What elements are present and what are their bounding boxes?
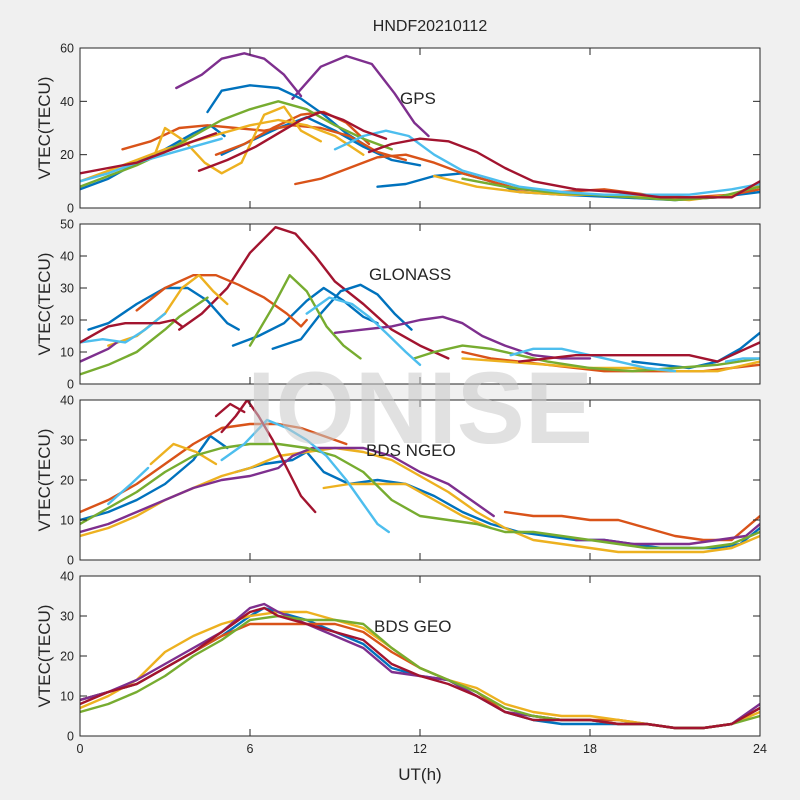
panel-1: 0 20 40 60 VTEC(TECU) GPS <box>35 42 761 216</box>
y-tick-label: 30 <box>60 610 74 624</box>
series-line-6 <box>135 274 308 328</box>
panel-annotation: BDS GEO <box>374 617 451 636</box>
y-tick-label: 40 <box>60 95 74 109</box>
series-line-3 <box>231 286 379 347</box>
y-tick-label: 20 <box>60 650 74 664</box>
series-line-9 <box>574 522 760 546</box>
series-line-19 <box>367 137 760 199</box>
x-tick-label: 12 <box>413 742 427 756</box>
panel-annotation: GPS <box>400 89 436 108</box>
y-tick-label: 60 <box>60 42 74 56</box>
x-tick-label: 6 <box>247 742 254 756</box>
plot-area <box>80 576 760 736</box>
panel-annotation: BDS NGEO <box>366 441 456 460</box>
series-line-6 <box>80 606 760 730</box>
y-axis-label: VTEC(TECU) <box>35 429 54 532</box>
series-line-12 <box>80 296 209 376</box>
watermark: IONISE <box>247 351 593 465</box>
panel-2: 0 10 20 30 40 50 VTEC(TECU) GLONASS <box>35 218 761 392</box>
y-tick-label: 0 <box>67 730 74 744</box>
y-tick-label: 40 <box>60 250 74 264</box>
series-line-16 <box>305 296 422 366</box>
y-tick-label: 30 <box>60 282 74 296</box>
plot-area <box>80 400 760 560</box>
y-tick-label: 40 <box>60 394 74 408</box>
y-tick-label: 20 <box>60 314 74 328</box>
series-line-12 <box>220 418 390 534</box>
x-tick-label: 0 <box>77 742 84 756</box>
series-line-1 <box>80 434 229 522</box>
y-tick-label: 40 <box>60 570 74 584</box>
y-tick-label: 50 <box>60 218 74 232</box>
series-line-3 <box>206 84 373 151</box>
series-line-20 <box>518 341 760 363</box>
series-line-13 <box>220 400 317 514</box>
y-tick-label: 10 <box>60 690 74 704</box>
series-group <box>80 225 760 376</box>
panel-3: 0 10 20 30 40 VTEC(TECU) BDS NGEO <box>35 394 761 568</box>
x-tick-label: 24 <box>753 742 767 756</box>
series-line-15 <box>333 129 760 196</box>
series-line-11 <box>152 105 322 175</box>
series-line-11 <box>333 315 592 360</box>
series-line-17 <box>80 132 218 175</box>
series-line-18 <box>724 357 760 363</box>
x-axis-label: UT(h) <box>398 765 441 784</box>
series-line-11 <box>107 466 150 506</box>
y-tick-label: 0 <box>67 554 74 568</box>
y-tick-label: 0 <box>67 378 74 392</box>
panel-4: 0 10 20 30 40 0 6 12 18 24 VTEC(TECU) BDS GEO <box>35 570 767 757</box>
y-tick-label: 10 <box>60 346 74 360</box>
series-line-19 <box>80 318 184 344</box>
x-tick-label: 18 <box>583 742 597 756</box>
series-line-1 <box>175 52 303 98</box>
series-line-9 <box>461 357 760 373</box>
y-axis-label: VTEC(TECU) <box>35 253 54 356</box>
y-axis-label: VTEC(TECU) <box>35 605 54 708</box>
series-group <box>80 52 760 202</box>
panel-annotation: GLONASS <box>369 265 451 284</box>
y-tick-label: 20 <box>60 474 74 488</box>
series-line-13 <box>248 274 362 360</box>
series-line-14 <box>413 344 760 373</box>
series-group <box>80 400 760 554</box>
series-line-10 <box>80 341 119 363</box>
series-line-14 <box>214 402 246 418</box>
series-line-10 <box>80 442 760 550</box>
series-line-18 <box>197 110 388 172</box>
series-line-1 <box>177 225 450 360</box>
series-line-6 <box>149 442 218 466</box>
y-axis-label: VTEC(TECU) <box>35 77 54 180</box>
y-tick-label: 0 <box>67 202 74 216</box>
y-tick-label: 10 <box>60 514 74 528</box>
chart-title: HNDF20210112 <box>373 18 488 35</box>
series-group <box>80 602 760 730</box>
series-line-2 <box>87 286 240 331</box>
series-line-3 <box>80 422 348 514</box>
series-line-16 <box>80 137 223 183</box>
series-line-13 <box>80 100 393 188</box>
series-line-2 <box>291 54 430 138</box>
y-tick-label: 20 <box>60 148 74 162</box>
y-tick-label: 30 <box>60 434 74 448</box>
series-line-8 <box>80 446 495 534</box>
series-line-4 <box>271 283 413 350</box>
